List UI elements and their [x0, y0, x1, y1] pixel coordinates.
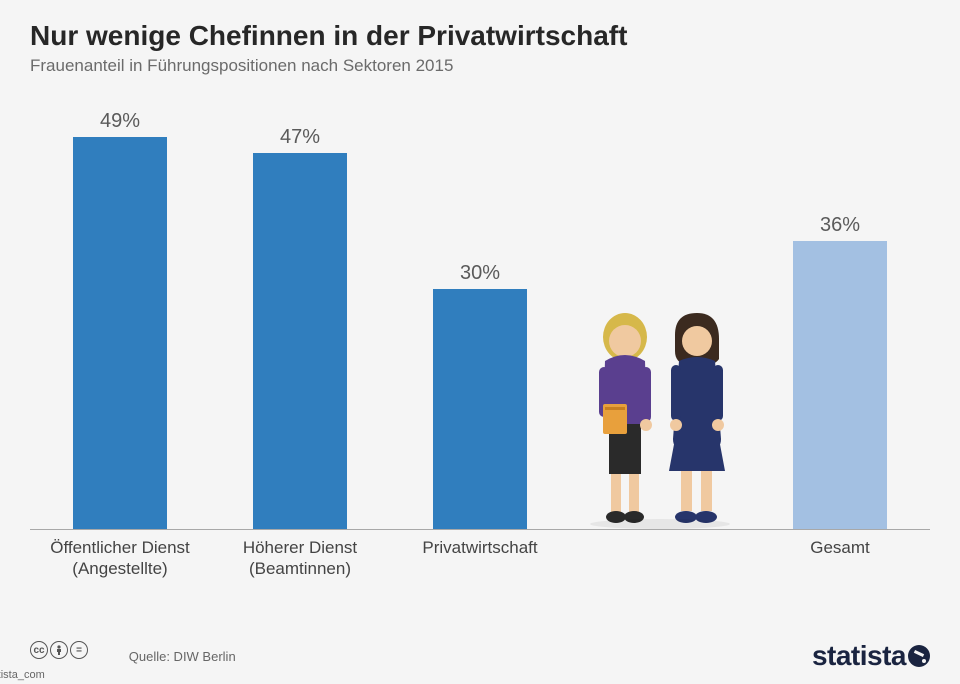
- bar: [73, 137, 167, 529]
- logo-mark-icon: [908, 645, 930, 667]
- bar-value: 49%: [100, 110, 140, 133]
- bar-slot: 30%Privatwirtschaft: [390, 100, 570, 529]
- bar-label: Öffentlicher Dienst (Angestellte): [50, 537, 190, 580]
- statista-logo: statista: [812, 640, 930, 672]
- bar-label: Privatwirtschaft: [422, 537, 537, 558]
- bar-label: Höherer Dienst (Beamtinnen): [243, 537, 357, 580]
- footer: cc = @Statista_com Quelle: DIW Berlin st…: [0, 628, 960, 684]
- logo-text: statista: [812, 640, 906, 672]
- cc-icons: cc =: [30, 641, 121, 659]
- bar-value: 30%: [460, 262, 500, 285]
- bar-value: 47%: [280, 126, 320, 149]
- bar-slot: 49%Öffentlicher Dienst (Angestellte): [30, 100, 210, 529]
- bar-value: 36%: [820, 214, 860, 237]
- bar-slot: 47%Höherer Dienst (Beamtinnen): [210, 100, 390, 529]
- bars-container: 49%Öffentlicher Dienst (Angestellte)47%H…: [30, 100, 930, 530]
- nd-icon: =: [70, 641, 88, 659]
- by-icon: [50, 641, 68, 659]
- chart-title: Nur wenige Chefinnen in der Privatwirtsc…: [30, 20, 930, 52]
- bar-label: Gesamt: [810, 537, 870, 558]
- illustration-slot: [570, 100, 750, 529]
- two-women-illustration-icon: [570, 279, 750, 529]
- chart-area: 49%Öffentlicher Dienst (Angestellte)47%H…: [30, 100, 930, 580]
- twitter-handle: @Statista_com: [0, 669, 45, 681]
- source-text: Quelle: DIW Berlin: [129, 649, 236, 664]
- bar: [433, 289, 527, 529]
- cc-icon: cc: [30, 641, 48, 659]
- bar: [253, 153, 347, 529]
- chart-subtitle: Frauenanteil in Führungspositionen nach …: [30, 56, 930, 76]
- bar-slot: 36%Gesamt: [750, 100, 930, 529]
- bar: [793, 241, 887, 529]
